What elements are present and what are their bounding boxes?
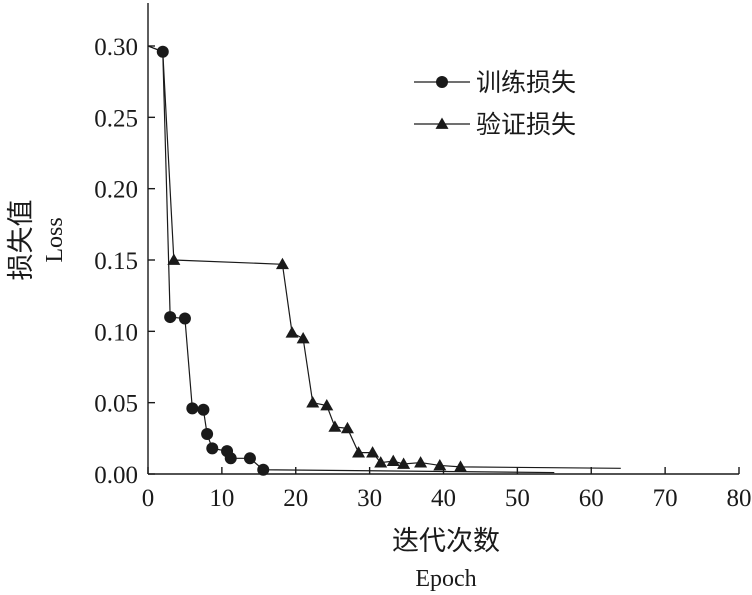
train-loss-point xyxy=(186,402,199,415)
y-tick-label: 0.05 xyxy=(94,391,138,418)
val-loss-point xyxy=(275,257,289,270)
y-tick-label: 0.25 xyxy=(94,105,138,132)
train-loss-point xyxy=(178,312,191,325)
val-loss-point xyxy=(340,421,354,434)
val-loss-point xyxy=(328,420,342,432)
legend-marker-triangle xyxy=(435,117,449,129)
tick-group: 0 10 20 30 40 50 60 70 80 0.00 0.05 0.10 0.15 0.20 0.2… xyxy=(94,34,751,512)
x-tick-label: 70 xyxy=(653,485,678,512)
x-tick-label: 0 xyxy=(142,485,155,512)
train-loss-point xyxy=(224,452,237,465)
x-tick-label: 10 xyxy=(209,485,234,512)
x-tick-label: 20 xyxy=(283,485,308,512)
legend-marker-circle xyxy=(436,76,448,88)
val-loss-point xyxy=(366,446,380,458)
series-group xyxy=(147,45,621,476)
x-tick-label: 40 xyxy=(431,485,456,512)
val-loss-point xyxy=(386,454,400,467)
val-loss-point xyxy=(306,396,320,408)
val-loss-point xyxy=(374,456,388,468)
y-tick-label: 0.20 xyxy=(94,177,138,204)
x-tick-label: 50 xyxy=(505,485,530,512)
val-loss-point xyxy=(296,331,310,344)
val-loss-point xyxy=(167,253,181,265)
train-loss-point xyxy=(206,442,219,455)
train-loss-point xyxy=(164,311,177,324)
val-loss-point xyxy=(453,460,467,472)
y-tick-label: 0.10 xyxy=(94,319,138,346)
x-axis-label: 迭代次数 xyxy=(392,526,500,557)
train-loss-point xyxy=(201,428,214,441)
y-tick-label: 0.30 xyxy=(94,34,138,61)
train-loss-point xyxy=(257,463,270,476)
val-loss-point xyxy=(320,399,334,411)
legend-label: 训练损失 xyxy=(476,68,576,97)
y-tick-label: 0.00 xyxy=(94,462,138,489)
val-loss-point xyxy=(414,456,428,468)
val-loss-point xyxy=(397,457,411,469)
y-tick-label: 0.15 xyxy=(94,248,138,275)
x-tick-label: 60 xyxy=(579,485,604,512)
val-loss-point xyxy=(352,446,366,458)
x-axis-label-en: Epoch xyxy=(415,566,476,592)
legend-label: 验证损失 xyxy=(476,110,576,139)
val-loss-point xyxy=(285,326,299,338)
train-loss-point xyxy=(243,452,256,465)
x-tick-label: 30 xyxy=(357,485,382,512)
y-axis-label: 损失值 xyxy=(6,200,37,281)
axes xyxy=(147,3,739,475)
train-loss-point xyxy=(197,403,210,416)
x-tick-label: 80 xyxy=(727,485,752,512)
y-axis-label-en: Loss xyxy=(42,217,68,262)
val-loss-point xyxy=(433,458,447,471)
